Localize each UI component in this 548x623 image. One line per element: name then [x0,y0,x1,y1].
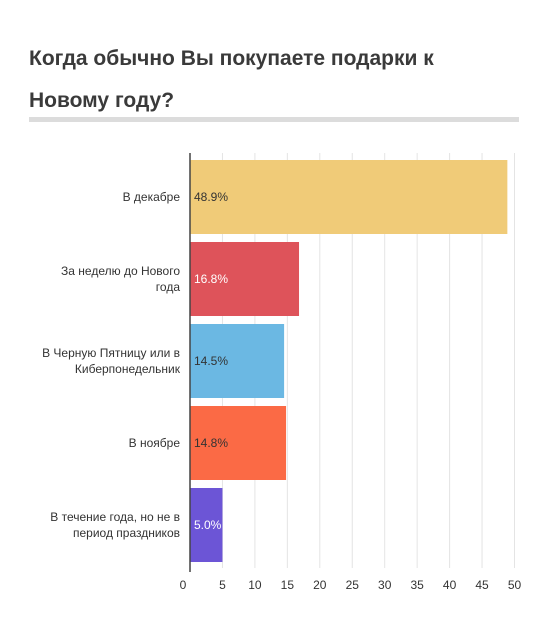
x-tick-label: 40 [443,578,457,592]
category-label: В Черную Пятницу или в [42,346,180,360]
chart-title: Когда обычно Вы покупаете подарки к Ново… [29,47,434,112]
bar-value-label: 5.0% [194,518,222,532]
bar [190,406,287,480]
bar [190,160,508,234]
category-label: года [156,280,181,294]
bars [190,160,508,562]
x-tick-label: 50 [508,578,522,592]
bar [190,488,223,562]
bar-value-label: 14.8% [194,436,228,450]
x-tick-label: 25 [346,578,360,592]
x-tick-label: 30 [378,578,392,592]
x-tick-label: 5 [219,578,226,592]
category-label: В декабре [123,190,181,204]
bar-value-labels: 48.9% 16.8% 14.5% 14.8% 5.0% [194,190,228,532]
x-tick-label: 45 [475,578,489,592]
bar-value-label: 16.8% [194,272,228,286]
x-tick-label: 0 [180,578,187,592]
bar [190,324,285,398]
category-label: период праздников [73,526,180,540]
bar-value-label: 48.9% [194,190,228,204]
title-divider [29,117,519,122]
x-tick-label: 10 [248,578,262,592]
x-axis-ticks: 0 5 10 15 20 25 30 35 40 45 50 [180,578,522,592]
category-label: За неделю до Нового [61,264,180,278]
bar-value-label: 14.5% [194,354,228,368]
x-tick-label: 15 [281,578,295,592]
x-tick-label: 35 [410,578,424,592]
bar [190,242,300,316]
category-label: В течение года, но не в [50,510,180,524]
category-labels: В декабре За неделю до Нового года В Черную… [42,190,181,540]
x-tick-label: 20 [313,578,327,592]
category-label: Киберпонедельник [75,362,181,376]
category-label: В ноябре [129,436,181,450]
